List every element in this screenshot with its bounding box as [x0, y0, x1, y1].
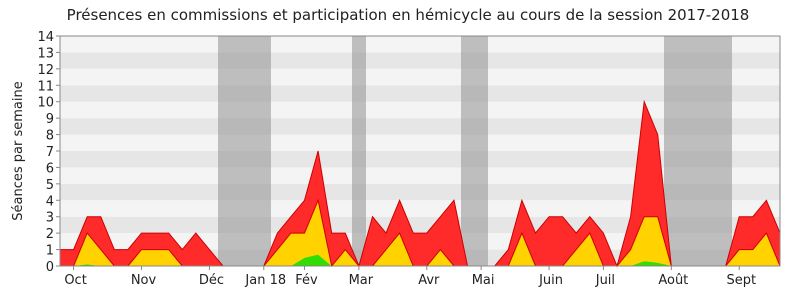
y-tick-label: 6	[46, 161, 54, 176]
x-tick-label: Oct	[64, 273, 86, 288]
x-tick-label: Déc	[199, 273, 224, 288]
y-tick-label: 13	[37, 46, 54, 61]
shaded-period	[664, 36, 732, 266]
x-tick-label: Juin	[538, 273, 563, 288]
y-tick-label: 12	[37, 63, 54, 78]
shaded-period	[461, 36, 488, 266]
y-tick-label: 9	[46, 112, 54, 127]
x-tick-label: Fév	[295, 273, 318, 288]
chart-title: Présences en commissions et participatio…	[67, 6, 750, 24]
x-tick-label: Août	[658, 273, 688, 288]
plot-border	[59, 35, 781, 267]
y-tick-label: 0	[46, 260, 54, 275]
x-tick-label: Mai	[472, 273, 495, 288]
x-tick-label: Sept	[726, 273, 756, 288]
y-tick-label: 7	[46, 145, 54, 160]
y-tick-label: 11	[37, 79, 54, 94]
x-tick-label: Juil	[595, 273, 615, 288]
y-tick-label: 8	[46, 129, 54, 144]
x-tick-label: Avr	[418, 273, 440, 288]
shaded-period	[352, 36, 366, 266]
x-tick-label: Nov	[131, 273, 157, 288]
y-tick-label: 2	[46, 227, 54, 242]
y-tick-label: 1	[46, 244, 54, 259]
shaded-period	[218, 36, 271, 266]
y-tick-label: 3	[46, 211, 54, 226]
y-tick-label: 5	[46, 178, 54, 193]
y-tick-label: 14	[37, 30, 54, 45]
x-tick-label: Jan 18	[244, 273, 286, 288]
y-tick-label: 4	[46, 194, 54, 209]
y-axis-label: Séances par semaine	[11, 81, 26, 220]
shaded-periods	[218, 36, 732, 266]
y-tick-label: 10	[37, 96, 54, 111]
x-tick-label: Mar	[349, 273, 374, 288]
